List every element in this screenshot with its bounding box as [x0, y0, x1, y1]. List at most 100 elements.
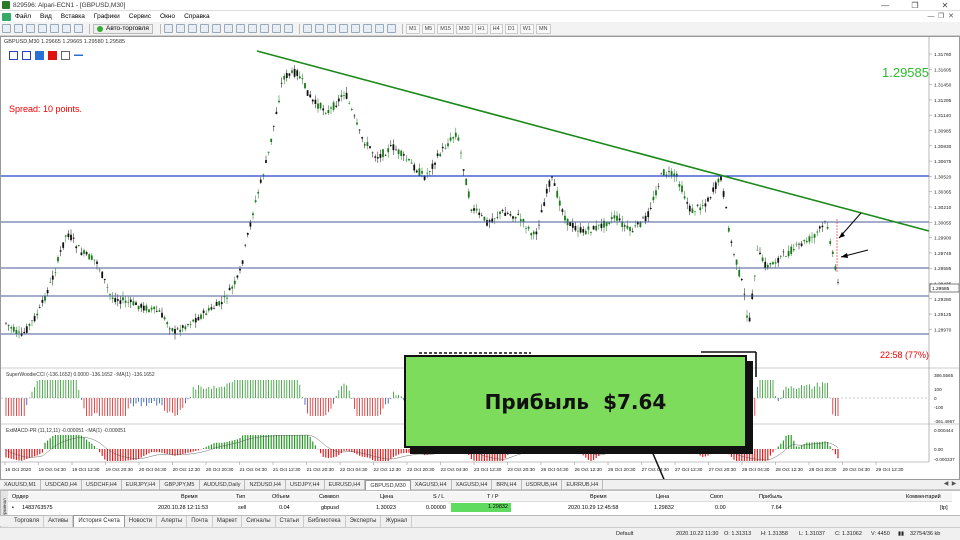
- chart-close-button[interactable]: ✕: [948, 13, 954, 20]
- timeframe-m5[interactable]: M5: [421, 23, 436, 34]
- timeframe-m30[interactable]: M30: [455, 23, 473, 34]
- new-chart-icon[interactable]: [2, 24, 11, 33]
- crosshair-icon[interactable]: [314, 24, 324, 33]
- chart-tab-brn-h4[interactable]: BRN,H4: [492, 479, 522, 490]
- status-close: C: 1.31062: [835, 531, 862, 537]
- tab-signals[interactable]: Сигналы: [242, 515, 276, 527]
- tab-trade[interactable]: Торговля: [10, 515, 45, 527]
- chart-tab-audusd-daily[interactable]: AUDUSD,Daily: [200, 479, 246, 490]
- close-button[interactable]: ✕: [941, 1, 949, 10]
- status-profile[interactable]: Default: [616, 531, 634, 537]
- timeframe-w1[interactable]: W1: [519, 23, 534, 34]
- minimize-button[interactable]: —: [881, 1, 889, 10]
- timeframe-mn[interactable]: MN: [535, 23, 551, 34]
- col-swap[interactable]: Своп: [710, 494, 723, 500]
- channel-icon[interactable]: [362, 24, 372, 33]
- profiles-icon[interactable]: [14, 24, 23, 33]
- timeframe-d1[interactable]: D1: [504, 23, 518, 34]
- chart-window-icon[interactable]: [2, 12, 11, 21]
- timeframe-h1[interactable]: H1: [474, 23, 488, 34]
- chart-tab-eurjpy-h4[interactable]: EURJPY,H4: [122, 479, 161, 490]
- tabs-scroll-left-icon[interactable]: ◀: [943, 481, 949, 487]
- market-watch-icon[interactable]: [26, 24, 35, 33]
- tile-windows-icon[interactable]: [223, 24, 233, 33]
- chart-canvas[interactable]: 386.5565 100 0 -100 -361.4967 0.000444 0.00 -0.…: [1, 37, 959, 479]
- menu-charts[interactable]: Графики: [93, 13, 120, 20]
- chart-tab-gbpusd-m30[interactable]: GBPUSD,M30: [365, 479, 411, 490]
- menu-tools[interactable]: Сервис: [128, 13, 152, 20]
- zoom-in-icon[interactable]: [199, 24, 209, 33]
- tabs-scroll-right-icon[interactable]: ▶: [951, 481, 957, 487]
- menu-help[interactable]: Справка: [184, 13, 210, 20]
- menu-view[interactable]: Вид: [39, 13, 52, 20]
- tab-mailbox[interactable]: Почта: [187, 515, 213, 527]
- tab-library[interactable]: Библиотека: [304, 515, 346, 527]
- chart-tab-nzdusd-h4[interactable]: NZDUSD,H4: [245, 479, 286, 490]
- chart-tab-xauusd-m1[interactable]: XAUUSD,M1: [0, 479, 42, 490]
- chart-tab-xagusd-h4-2[interactable]: XAGUSD,H4: [452, 479, 493, 490]
- chart-tab-xagusd-h4[interactable]: XAGUSD,H4: [411, 479, 452, 490]
- col-open-time[interactable]: Время: [181, 494, 198, 500]
- chart-tab-gbpjpy-m5[interactable]: GBPJPY,M5: [160, 479, 200, 490]
- col-volume[interactable]: Объем: [272, 494, 290, 500]
- menu-window[interactable]: Окно: [160, 13, 176, 20]
- timeframe-m1[interactable]: M1: [405, 23, 420, 34]
- chart-shift-icon[interactable]: [247, 24, 257, 33]
- col-comment[interactable]: Комментарий: [906, 494, 941, 500]
- col-open-price[interactable]: Цена: [380, 494, 394, 500]
- templates-icon[interactable]: [283, 24, 293, 33]
- chart-tab-eurrub-h4[interactable]: EURRUB,H4: [562, 479, 604, 490]
- navigator-icon[interactable]: [50, 24, 59, 33]
- indicators-icon[interactable]: [259, 24, 269, 33]
- tab-experts[interactable]: Эксперты: [346, 515, 382, 527]
- col-close-time[interactable]: Время: [590, 494, 607, 500]
- terminal-icon[interactable]: [62, 24, 71, 33]
- horizontal-line-icon[interactable]: [338, 24, 348, 33]
- col-close-price[interactable]: Цена: [656, 494, 670, 500]
- chart-restore-button[interactable]: ❐: [937, 13, 945, 20]
- chart-tab-eurusd-h4[interactable]: EURUSD,H4: [325, 479, 366, 490]
- maximize-button[interactable]: ❐: [911, 1, 919, 10]
- chart-minimize-button[interactable]: —: [927, 13, 935, 20]
- candlestick-icon[interactable]: [175, 24, 185, 33]
- tab-assets[interactable]: Активы: [44, 515, 74, 527]
- table-row[interactable]: ▪ 1483763575 2020.10.28 12:11:53 sell 0.…: [8, 503, 952, 513]
- col-tp[interactable]: T / P: [487, 494, 499, 500]
- fibonacci-icon[interactable]: [374, 24, 384, 33]
- col-type[interactable]: Тип: [236, 494, 246, 500]
- chart-tab-usdchf-h4[interactable]: USDCHF,H4: [82, 479, 122, 490]
- cursor-icon[interactable]: [302, 24, 312, 33]
- tester-icon[interactable]: [74, 24, 83, 33]
- periods-icon[interactable]: [271, 24, 281, 33]
- autoscroll-icon[interactable]: [235, 24, 245, 33]
- col-symbol[interactable]: Символ: [319, 494, 339, 500]
- col-sl[interactable]: S / L: [433, 494, 445, 500]
- menu-file[interactable]: Файл: [15, 13, 31, 20]
- candle-body: [670, 171, 673, 177]
- col-order[interactable]: Ордер: [12, 494, 29, 500]
- trendline-icon[interactable]: [350, 24, 360, 33]
- col-profit[interactable]: Прибыль: [759, 494, 783, 500]
- macd-signal-line: [377, 457, 381, 458]
- bar-chart-icon[interactable]: [163, 24, 173, 33]
- chart-tab-usdcad-h4[interactable]: USDCAD,H4: [41, 479, 82, 490]
- tab-journal[interactable]: Журнал: [381, 515, 413, 527]
- text-icon[interactable]: [386, 24, 396, 33]
- candle-body: [574, 226, 577, 231]
- vertical-line-icon[interactable]: [326, 24, 336, 33]
- tab-account-history[interactable]: История Счета: [73, 514, 125, 528]
- menu-insert[interactable]: Вставка: [60, 13, 85, 20]
- tab-articles[interactable]: Статьи: [276, 515, 304, 527]
- zoom-out-icon[interactable]: [211, 24, 221, 33]
- macd-signal-line: [835, 445, 839, 448]
- auto-trading-button[interactable]: Авто-торговля: [93, 23, 153, 34]
- timeframe-h4[interactable]: H4: [489, 23, 503, 34]
- tab-market[interactable]: Маркет: [213, 515, 243, 527]
- tab-news[interactable]: Новости: [125, 515, 158, 527]
- data-window-icon[interactable]: [38, 24, 47, 33]
- line-chart-icon[interactable]: [187, 24, 197, 33]
- chart-tab-usdjpy-h4[interactable]: USDJPY,H4: [286, 479, 325, 490]
- timeframe-m15[interactable]: M15: [437, 23, 454, 34]
- tab-alerts[interactable]: Алерты: [157, 515, 188, 527]
- chart-tab-usdrub-h4[interactable]: USDRUB,H4: [522, 479, 563, 490]
